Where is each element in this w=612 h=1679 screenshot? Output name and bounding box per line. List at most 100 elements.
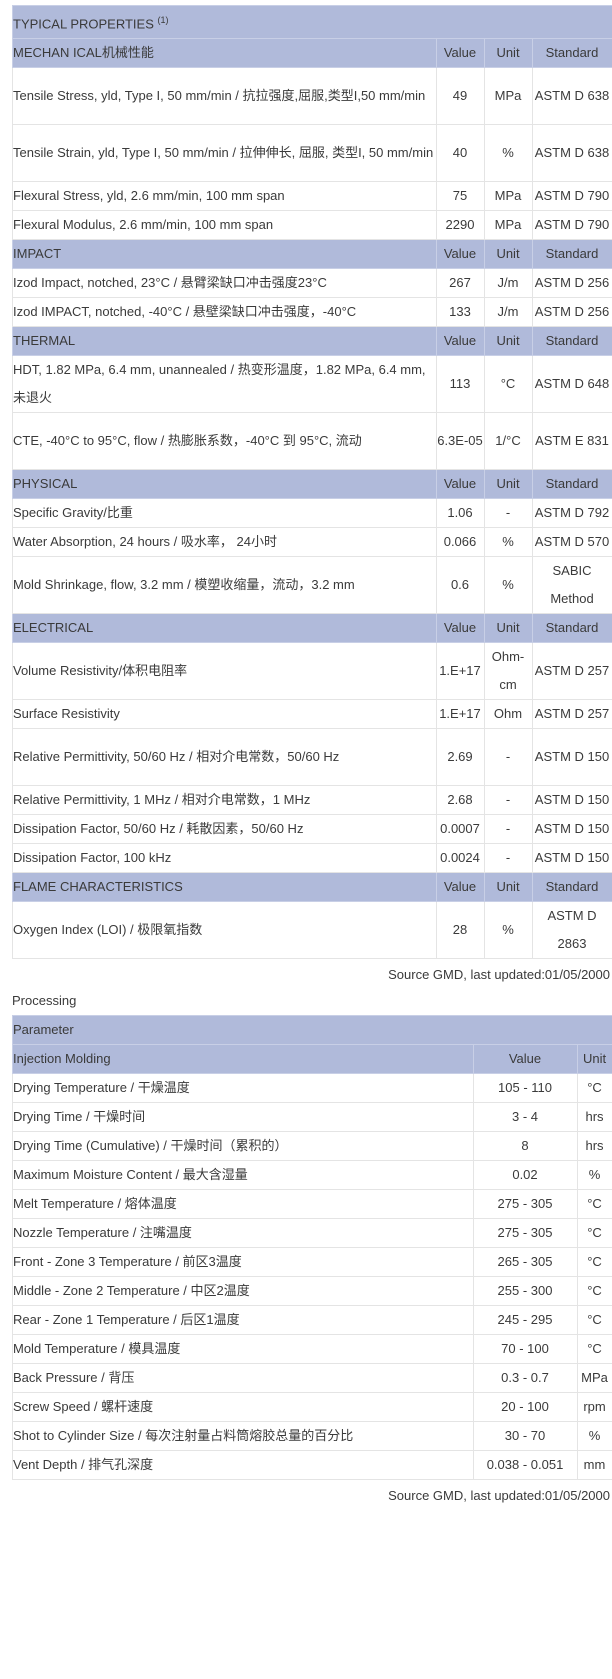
property-value: 133 — [437, 298, 485, 327]
property-standard: ASTM D 2863 — [533, 902, 612, 959]
property-unit: Ohm — [485, 700, 533, 729]
section-name: IMPACT — [13, 240, 437, 269]
parameter-value: 70 - 100 — [474, 1335, 578, 1364]
property-standard: ASTM D 648 — [533, 356, 612, 413]
parameter-label: Vent Depth / 排气孔深度 — [13, 1451, 474, 1480]
table-title: TYPICAL PROPERTIES (1) — [13, 6, 612, 39]
standard-header: Standard — [533, 614, 612, 643]
parameter-unit: °C — [578, 1306, 612, 1335]
table-title-text: TYPICAL PROPERTIES — [13, 16, 154, 31]
section-name: ELECTRICAL — [13, 614, 437, 643]
property-standard: ASTM D 256 — [533, 298, 612, 327]
table-row: Izod Impact, notched, 23°C / 悬臂梁缺口冲击强度23… — [13, 269, 612, 298]
property-label: Surface Resistivity — [13, 700, 437, 729]
property-label: Specific Gravity/比重 — [13, 499, 437, 528]
property-label: Dissipation Factor, 50/60 Hz / 耗散因素，50/6… — [13, 815, 437, 844]
unit-header: Unit — [485, 39, 533, 68]
property-label: Tensile Strain, yld, Type I, 50 mm/min /… — [13, 125, 437, 182]
property-unit: % — [485, 528, 533, 557]
footnote-marker: (1) — [158, 15, 169, 25]
table-row: CTE, -40°C to 95°C, flow / 热膨胀系数，-40°C 到… — [13, 413, 612, 470]
property-value: 0.6 — [437, 557, 485, 614]
parameter-value: 255 - 300 — [474, 1277, 578, 1306]
parameter-label: Rear - Zone 1 Temperature / 后区1温度 — [13, 1306, 474, 1335]
parameter-value: 0.038 - 0.051 — [474, 1451, 578, 1480]
property-label: Tensile Stress, yld, Type I, 50 mm/min /… — [13, 68, 437, 125]
property-standard: ASTM D 790 — [533, 211, 612, 240]
parameter-unit: rpm — [578, 1393, 612, 1422]
section-name: PHYSICAL — [13, 470, 437, 499]
property-unit: °C — [485, 356, 533, 413]
parameter-unit: % — [578, 1161, 612, 1190]
value-header: Value — [437, 614, 485, 643]
processing-heading: Processing — [12, 987, 612, 1015]
property-standard: ASTM E 831 — [533, 413, 612, 470]
parameter-value: 265 - 305 — [474, 1248, 578, 1277]
property-unit: MPa — [485, 68, 533, 125]
parameter-label: Nozzle Temperature / 注嘴温度 — [13, 1219, 474, 1248]
parameter-value: 8 — [474, 1132, 578, 1161]
property-value: 6.3E-05 — [437, 413, 485, 470]
parameter-value: 105 - 110 — [474, 1074, 578, 1103]
table-row: Dissipation Factor, 50/60 Hz / 耗散因素，50/6… — [13, 815, 612, 844]
parameter-value: 275 - 305 — [474, 1190, 578, 1219]
value-header: Value — [437, 873, 485, 902]
table-row: Flexural Modulus, 2.6 mm/min, 100 mm spa… — [13, 211, 612, 240]
property-unit: 1/°C — [485, 413, 533, 470]
property-standard: SABIC Method — [533, 557, 612, 614]
property-standard: ASTM D 570 — [533, 528, 612, 557]
property-label: HDT, 1.82 MPa, 6.4 mm, unannealed / 热变形温… — [13, 356, 437, 413]
parameter-value: 3 - 4 — [474, 1103, 578, 1132]
parameter-value: 245 - 295 — [474, 1306, 578, 1335]
property-value: 2.68 — [437, 786, 485, 815]
property-label: Water Absorption, 24 hours / 吸水率， 24小时 — [13, 528, 437, 557]
property-label: Volume Resistivity/体积电阻率 — [13, 643, 437, 700]
standard-header: Standard — [533, 873, 612, 902]
parameter-label: Back Pressure / 背压 — [13, 1364, 474, 1393]
property-standard: ASTM D 257 — [533, 643, 612, 700]
property-standard: ASTM D 150 — [533, 815, 612, 844]
table-row: Relative Permittivity, 1 MHz / 相对介电常数，1 … — [13, 786, 612, 815]
parameter-label: Middle - Zone 2 Temperature / 中区2温度 — [13, 1277, 474, 1306]
unit-header: Unit — [485, 327, 533, 356]
standard-header: Standard — [533, 470, 612, 499]
standard-header: Standard — [533, 39, 612, 68]
property-value: 2.69 — [437, 729, 485, 786]
property-value: 0.0007 — [437, 815, 485, 844]
property-standard: ASTM D 638 — [533, 125, 612, 182]
property-label: Flexural Stress, yld, 2.6 mm/min, 100 mm… — [13, 182, 437, 211]
parameter-unit: °C — [578, 1074, 612, 1103]
property-standard: ASTM D 790 — [533, 182, 612, 211]
parameter-header: Parameter — [13, 1016, 612, 1045]
value-header: Value — [437, 240, 485, 269]
property-value: 1.E+17 — [437, 643, 485, 700]
parameter-value: 275 - 305 — [474, 1219, 578, 1248]
property-standard: ASTM D 638 — [533, 68, 612, 125]
parameter-unit: °C — [578, 1335, 612, 1364]
parameter-label: Drying Time / 干燥时间 — [13, 1103, 474, 1132]
section-name: THERMAL — [13, 327, 437, 356]
property-unit: J/m — [485, 298, 533, 327]
table-row: Relative Permittivity, 50/60 Hz / 相对介电常数… — [13, 729, 612, 786]
value-header: Value — [474, 1045, 578, 1074]
value-header: Value — [437, 327, 485, 356]
property-unit: MPa — [485, 211, 533, 240]
property-unit: - — [485, 499, 533, 528]
property-unit: % — [485, 557, 533, 614]
parameter-unit: °C — [578, 1277, 612, 1306]
property-value: 40 — [437, 125, 485, 182]
